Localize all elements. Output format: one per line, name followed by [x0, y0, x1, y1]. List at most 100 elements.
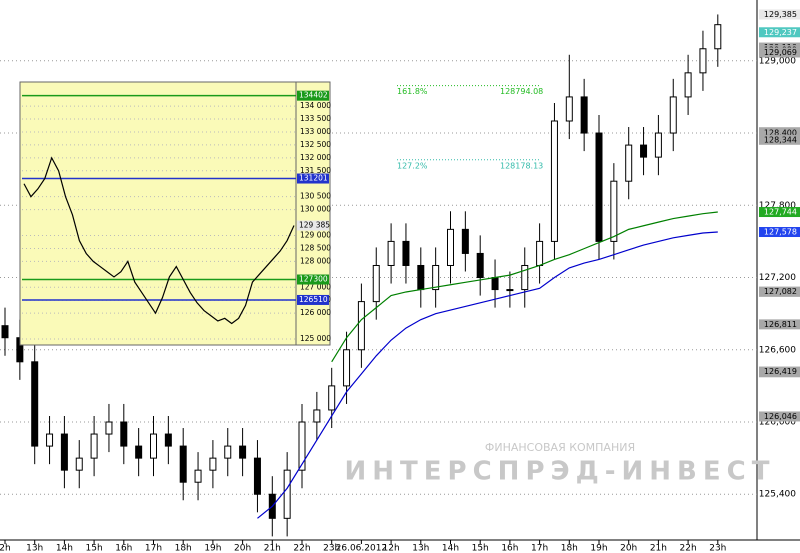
price-marker	[759, 227, 800, 238]
x-tick-label: 14h	[56, 544, 73, 553]
x-tick-label: 14h	[442, 544, 459, 553]
inset-y-tick-label: 134 000	[300, 101, 331, 110]
candle-body	[550, 120, 558, 242]
inset-marker-label: 127300	[299, 275, 328, 284]
x-tick-label: 2h	[0, 544, 11, 553]
price-marker-label: 127,082	[764, 287, 797, 296]
price-marker	[759, 207, 800, 218]
candle-body	[209, 457, 217, 471]
x-tick-label: 23h	[709, 544, 726, 553]
inset-marker	[297, 220, 329, 231]
candle-body	[75, 457, 83, 471]
candle-body	[699, 48, 707, 74]
price-marker-label: 129,069	[764, 48, 797, 57]
x-tick-label: 18h	[561, 544, 578, 553]
candle-body	[640, 144, 648, 158]
watermark-line1: ФИНАНСОВАЯ КОМПАНИЯ	[485, 441, 635, 454]
x-tick-label: 19h	[590, 544, 607, 553]
x-tick-label: 16h	[115, 544, 132, 553]
price-marker	[759, 411, 800, 422]
y-tick-label: 126,000	[759, 418, 796, 428]
candle-body	[654, 132, 662, 158]
x-tick-label: 12h	[383, 544, 400, 553]
inset-y-tick-label: 126 000	[300, 308, 331, 317]
price-marker	[759, 319, 800, 330]
x-tick-label: 20h	[234, 544, 251, 553]
candle-body	[684, 72, 692, 98]
x-tick-label: 18h	[175, 544, 192, 553]
candle-body	[417, 264, 425, 291]
price-marker-label: 126,419	[764, 367, 797, 376]
inset-y-tick-label: 130 500	[300, 192, 331, 201]
inset-y-tick-label: 131 500	[300, 166, 331, 175]
y-tick-label: 127,800	[759, 201, 796, 211]
candle-body	[179, 445, 187, 483]
candle-body	[357, 301, 365, 351]
candle-body	[372, 264, 380, 303]
candle-body	[669, 96, 677, 134]
main-plot: 129,000 128,400 127,800 127,200 126,600 126,0…	[0, 9, 800, 553]
x-tick-label: 15h	[86, 544, 103, 553]
candle-body	[164, 433, 172, 447]
x-tick-label: 19h	[204, 544, 221, 553]
candle-body	[343, 349, 351, 387]
inset-marker-label: 134402	[299, 91, 328, 100]
candle-body	[135, 445, 143, 459]
x-tick-label: 17h	[531, 544, 548, 553]
candle-body	[239, 445, 247, 459]
price-marker-label: 127,744	[764, 208, 797, 217]
average-line	[257, 231, 718, 519]
inset-marker	[297, 173, 329, 184]
x-tick-label: 13h	[412, 544, 429, 553]
fib-value: 128178.13	[500, 161, 543, 170]
y-tick-label: 129,000	[759, 56, 796, 66]
price-marker-label: 128,344	[764, 135, 797, 144]
y-tick-label: 127,200	[759, 273, 796, 283]
average-line	[331, 211, 718, 363]
candle-body	[313, 409, 321, 423]
x-tick-label: 13h	[26, 544, 43, 553]
inset-y-tick-label: 133 000	[300, 127, 331, 136]
fib-value: 128794.08	[500, 87, 543, 96]
candle-body	[150, 433, 157, 459]
fib-label: 127.2%	[397, 161, 428, 170]
inset-marker-label: 129 385	[299, 221, 330, 230]
x-tick-label: 16h	[501, 544, 518, 553]
x-tick-label: 17h	[145, 544, 162, 553]
candle-body	[432, 264, 440, 291]
inset-marker	[297, 274, 329, 285]
candle-body	[46, 433, 54, 447]
candle-body	[298, 421, 306, 471]
candle-body	[447, 228, 454, 266]
y-tick-label: 125,400	[759, 490, 796, 500]
price-marker	[759, 286, 800, 297]
watermark-line2: ИНТЕРСПРЭД-ИНВЕСТ	[345, 457, 776, 487]
x-tick-label: 22h	[680, 544, 697, 553]
y-tick-label: 126,600	[759, 345, 796, 355]
candle-body	[461, 228, 469, 254]
inset-y-tick-label: 128 500	[300, 243, 331, 252]
candle-body	[625, 144, 633, 182]
candle-body	[1, 325, 9, 339]
price-marker	[759, 27, 800, 38]
fib-label: 161.8%	[397, 87, 428, 96]
price-marker-label: 129,237	[764, 28, 797, 37]
candle-body	[521, 264, 529, 291]
price-marker-label: 129,385	[764, 10, 797, 19]
candle-body	[224, 445, 232, 459]
candle-body	[194, 469, 202, 483]
price-marker-label: 126,046	[764, 412, 797, 421]
x-tick-label: 22h	[293, 544, 310, 553]
candle-body	[714, 24, 722, 50]
candle-body	[283, 469, 291, 519]
candle-body	[476, 252, 484, 279]
inset-plot: 134 000 133 500 133 000 132 500 132 000 131 5…	[22, 90, 331, 343]
inset-price-line	[23, 156, 295, 325]
x-tick-label: 26.06.2012	[336, 544, 388, 553]
x-tick-label: 20h	[620, 544, 637, 553]
inset-y-tick-label: 132 000	[300, 153, 331, 162]
inset-y-tick-label: 128 000	[300, 256, 331, 265]
inset-panel	[19, 81, 331, 346]
price-marker	[759, 9, 800, 20]
